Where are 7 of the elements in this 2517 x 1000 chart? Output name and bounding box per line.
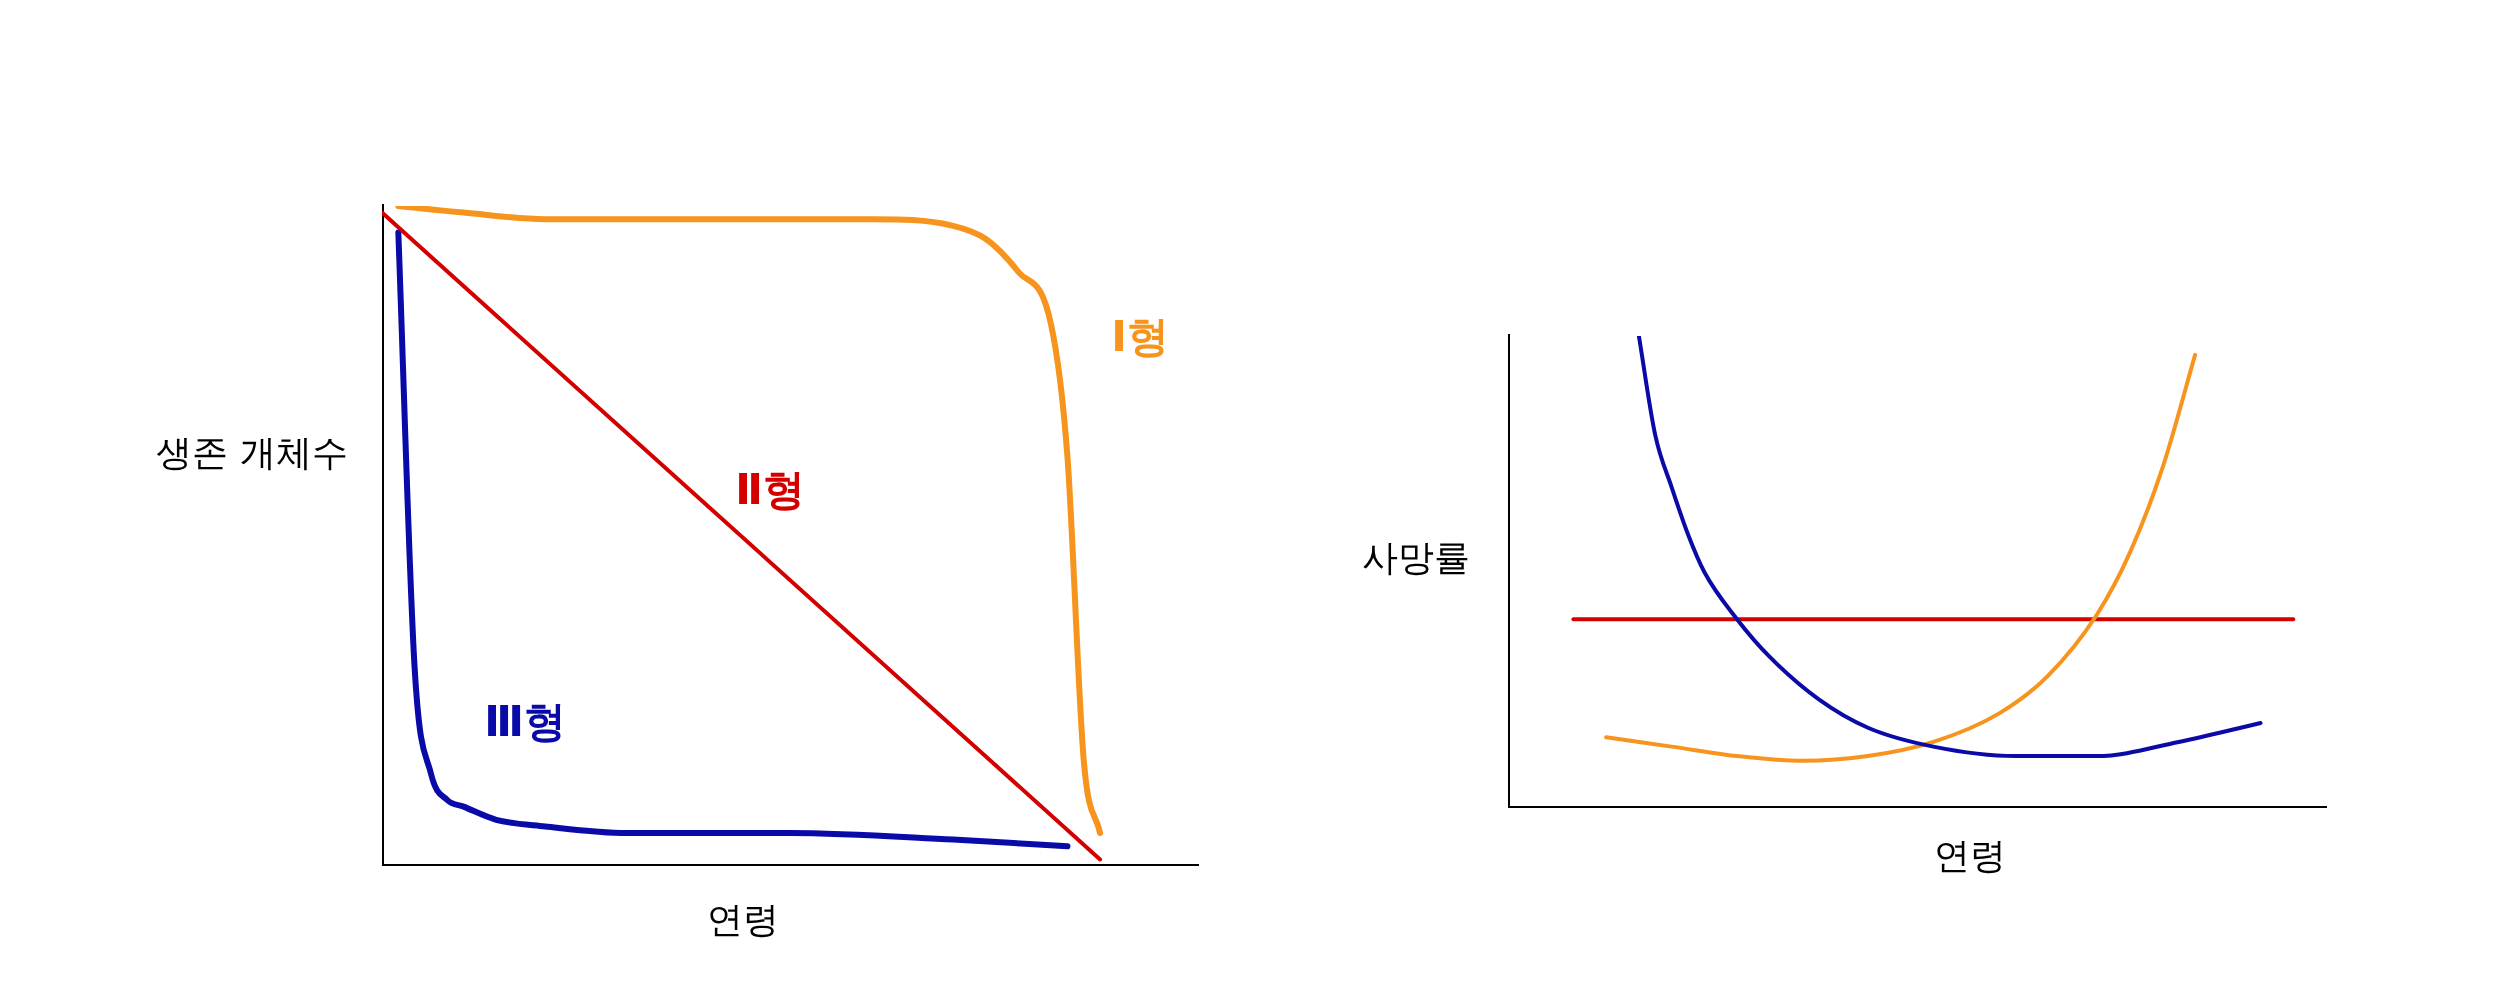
y-axis-title: 사망률 bbox=[1362, 535, 1470, 580]
series-label: Ⅱ형 bbox=[735, 464, 805, 516]
x-axis-title: 연령 bbox=[1934, 833, 2006, 878]
series-label: Ⅰ형 bbox=[1111, 311, 1169, 363]
x-axis-title: 연령 bbox=[707, 897, 779, 942]
y-axis-title: 생존 개체수 bbox=[156, 430, 348, 475]
series-label: Ⅲ형 bbox=[484, 696, 566, 748]
